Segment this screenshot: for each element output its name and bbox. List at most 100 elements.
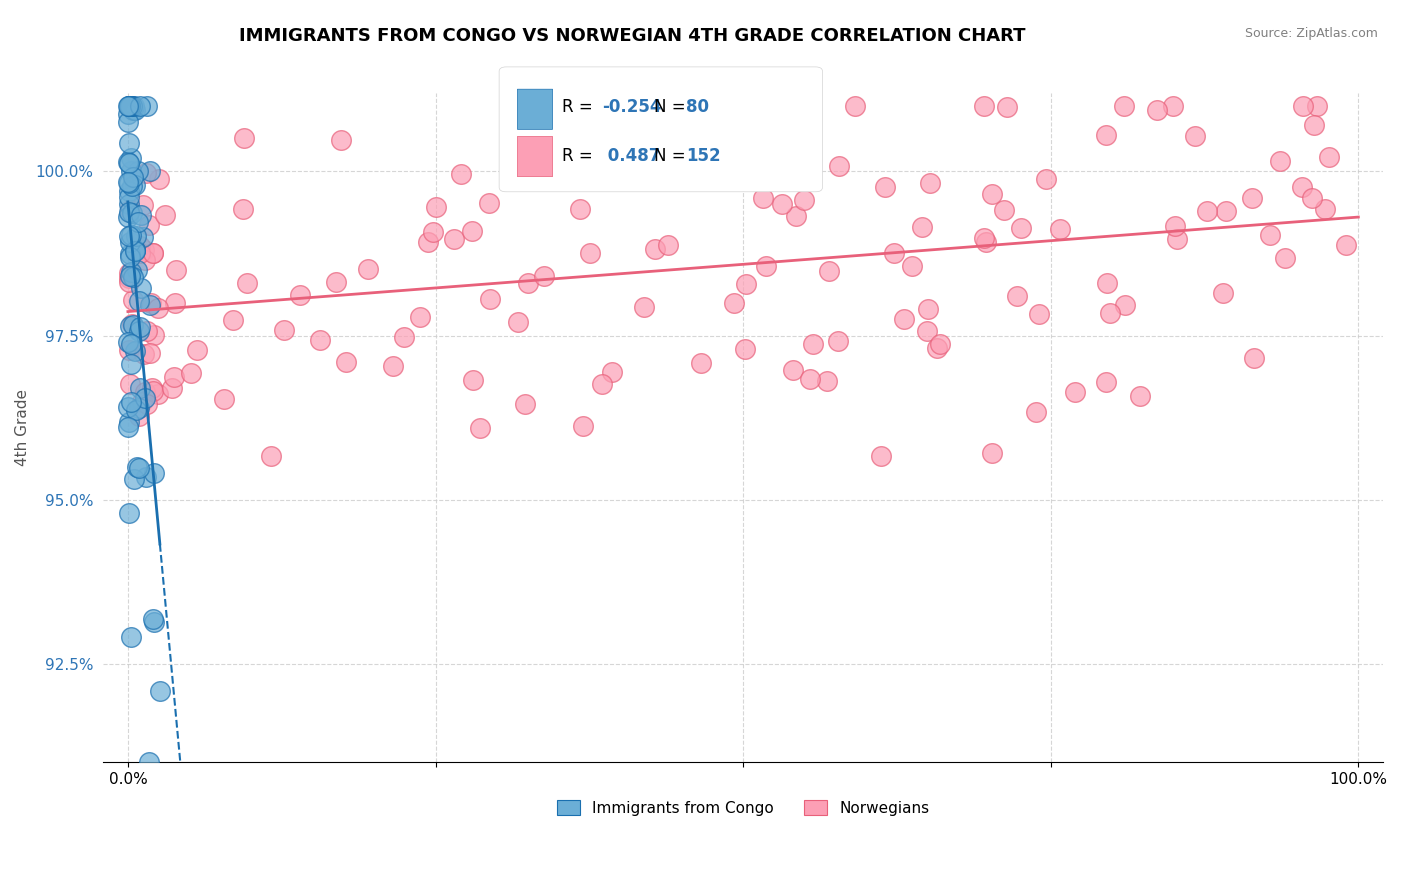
Point [759,138,782,153]
Point [793,193,815,207]
Point [973,99,995,113]
Point [118,99,141,113]
Point [785,209,807,223]
Point [129,246,152,260]
Point [1184,128,1206,143]
Point [752,191,775,205]
Point [1313,202,1336,216]
Point [917,302,939,317]
Point [325,275,347,289]
Point [117,419,139,434]
Point [117,205,139,219]
Text: IMMIGRANTS FROM CONGO VS NORWEGIAN 4TH GRADE CORRELATION CHART: IMMIGRANTS FROM CONGO VS NORWEGIAN 4TH G… [239,27,1026,45]
Point [1197,203,1219,218]
Point [815,374,838,388]
Point [121,317,143,331]
Point [124,244,146,258]
Point [122,270,145,285]
Point [734,343,756,357]
Point [1095,276,1118,290]
Point [450,167,472,181]
Text: N =: N = [654,147,690,165]
Point [981,187,1004,202]
Point [1166,232,1188,246]
Point [128,409,150,423]
Point [515,397,537,411]
Point [180,366,202,380]
Point [920,176,942,190]
Point [416,235,439,249]
Point [124,343,146,358]
Point [118,343,141,358]
Point [117,415,139,429]
Point [129,319,152,334]
Point [121,99,143,113]
Text: 152: 152 [686,147,721,165]
Point [1334,238,1357,252]
Legend: Immigrants from Congo, Norwegians: Immigrants from Congo, Norwegians [551,794,935,822]
Point [911,219,934,234]
Point [122,99,145,113]
Point [425,200,447,214]
Point [828,159,851,173]
Point [117,99,139,113]
Point [120,235,142,249]
Point [1025,405,1047,419]
Point [1306,99,1329,113]
Point [782,363,804,377]
Point [214,392,236,406]
Point [357,262,380,277]
Point [142,615,165,630]
Point [915,324,938,338]
Point [163,370,186,384]
Point [135,397,157,411]
Point [735,277,758,291]
Point [120,99,142,113]
Point [141,381,163,395]
Point [873,179,896,194]
Point [330,133,353,147]
Point [560,148,582,162]
Point [1243,351,1265,365]
Point [232,131,254,145]
Point [118,267,141,281]
Point [1258,227,1281,242]
Text: N =: N = [654,98,690,116]
Point [142,466,165,480]
Point [131,395,153,409]
Point [801,337,824,351]
Point [409,310,432,325]
Point [925,341,948,355]
Point [620,99,643,113]
Point [1005,289,1028,303]
Point [127,164,149,178]
Point [117,275,139,289]
Point [844,99,866,113]
Point [827,334,849,348]
Point [443,232,465,246]
Point [129,208,152,222]
Point [901,259,924,273]
Point [1064,384,1087,399]
Point [533,269,555,284]
Point [1301,191,1323,205]
Point [129,381,152,395]
Point [461,224,484,238]
Point [120,357,142,371]
Point [122,103,145,117]
Point [118,177,141,191]
Point [1112,99,1135,113]
Point [143,327,166,342]
Point [273,323,295,337]
Point [222,312,245,326]
Point [142,384,165,399]
Point [132,198,155,212]
Text: R =: R = [562,147,599,165]
Point [1212,286,1234,301]
Point [148,172,170,186]
Point [236,277,259,291]
Point [125,263,148,277]
Point [118,156,141,170]
Point [993,203,1015,218]
Point [1215,203,1237,218]
